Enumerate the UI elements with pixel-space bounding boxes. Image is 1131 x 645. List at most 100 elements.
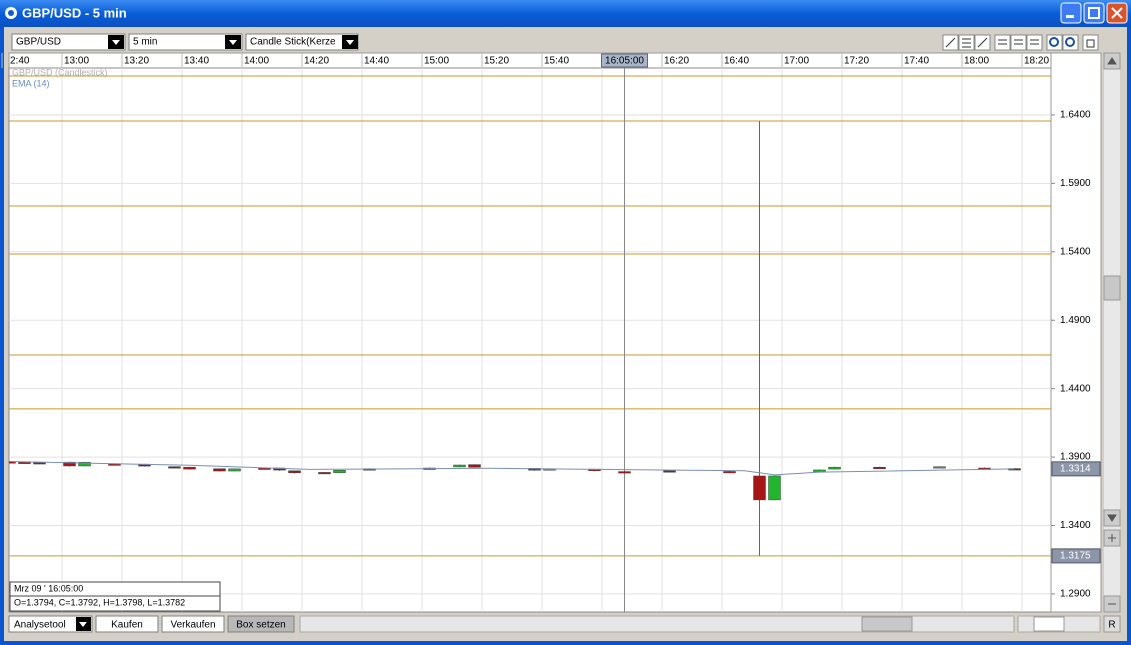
dropdown-arrow (229, 40, 237, 45)
crosshair-label: 16:05:00 (605, 56, 644, 67)
candle-body (768, 475, 781, 501)
app-icon-core (8, 10, 14, 16)
minimize-button[interactable] (1060, 2, 1082, 24)
plot-layer (9, 68, 1051, 612)
candle-body (228, 468, 241, 472)
interval-value: 5 min (133, 37, 157, 48)
plot-area (8, 67, 1052, 613)
sell-button[interactable] (161, 615, 225, 633)
ema-line (9, 460, 1015, 476)
candle-body (168, 466, 181, 469)
price-axis (1050, 52, 1102, 613)
x-tick-label: 14:00 (244, 56, 269, 67)
price-tag-label: 1.3175 (1060, 551, 1091, 562)
x-tick-label: 14:40 (364, 56, 389, 67)
dropdown-arrow (346, 40, 354, 45)
x-tick-label: 13:00 (64, 56, 89, 67)
candle-body (873, 466, 886, 469)
candle-body (663, 470, 676, 473)
sell-label: Verkaufen (170, 620, 215, 631)
tool-glyphs (945, 37, 1039, 48)
legend-entry: GBP/USD (Candlestick) (12, 67, 108, 77)
y-tick-label: 1.4900 (1060, 315, 1091, 326)
analysetool-select[interactable] (8, 615, 93, 633)
grid-tool[interactable] (1010, 34, 1027, 51)
x-tick-label: 18:00 (964, 56, 989, 67)
x-tick-label: 17:40 (904, 56, 929, 67)
candle-body (828, 466, 841, 470)
h-scroll-thumb[interactable] (861, 616, 913, 632)
time-axis (8, 52, 1052, 69)
y-tick-label: 1.5400 (1060, 246, 1091, 257)
box-label: Box setzen (236, 620, 285, 631)
x-tick-label: 2:40 (10, 56, 30, 67)
dropdown-arrow (79, 622, 87, 627)
x-tick-label: 17:20 (844, 56, 869, 67)
x-tick-label: 18:20 (1024, 56, 1049, 67)
scroll-glyphs (1107, 57, 1117, 605)
minimize-icon (1066, 15, 1074, 18)
x-tick-label: 16:40 (724, 56, 749, 67)
y-tick-label: 1.5900 (1060, 178, 1091, 189)
detach-glyph (1086, 39, 1095, 48)
legend-entry: EMA (14) (12, 78, 50, 88)
buy-button[interactable] (95, 615, 159, 633)
buy-label: Kaufen (111, 620, 143, 631)
candle-body (78, 462, 91, 467)
reset-button[interactable] (1103, 615, 1121, 633)
y-tick-label: 1.4400 (1060, 383, 1091, 394)
detach-tool[interactable] (1082, 34, 1099, 51)
close-icon (1111, 7, 1123, 19)
y-tick-label: 1.2900 (1060, 589, 1091, 600)
scroll-thumb[interactable] (1103, 275, 1121, 301)
candle-body (333, 469, 346, 473)
x-tick-label: 15:40 (544, 56, 569, 67)
candle-body (33, 462, 46, 465)
symbol-value: GBP/USD (16, 37, 61, 48)
x-tick-label: 13:20 (124, 56, 149, 67)
candle-body (723, 471, 736, 474)
analysetool-label: Analysetool (14, 620, 66, 631)
info-date: Mrz 09 ' 16:05:00 (14, 583, 83, 593)
candle-body (618, 471, 631, 474)
interval-select[interactable] (128, 33, 243, 51)
candle-body (453, 464, 466, 468)
candle-body (318, 472, 331, 475)
x-tick-label: 16:20 (664, 56, 689, 67)
info-ohlc: O=1.3794, C=1.3792, H=1.3798, L=1.3782 (14, 597, 185, 607)
dropdown-arrow (112, 40, 120, 45)
candle-body (288, 470, 301, 474)
reset-label: R (1108, 620, 1115, 631)
candle-body (183, 466, 196, 470)
candle-body (468, 464, 481, 468)
candle-body (753, 475, 766, 501)
title-bar (0, 0, 1131, 27)
style-value: Candle Stick(Kerze (250, 37, 336, 48)
horizontal-scrollbar[interactable] (299, 615, 1015, 633)
tool-icons (942, 34, 1099, 51)
candle-body (63, 461, 76, 467)
grid-tool[interactable] (994, 34, 1011, 51)
x-tick-label: 15:20 (484, 56, 509, 67)
gear (1065, 37, 1075, 47)
candle-body (933, 466, 946, 469)
grid-tool[interactable] (1026, 34, 1043, 51)
x-tick-label: 15:00 (424, 56, 449, 67)
x-tick-label: 13:40 (184, 56, 209, 67)
y-tick-label: 1.6400 (1060, 110, 1091, 121)
maximize-icon (1088, 7, 1100, 19)
gear (1049, 37, 1059, 47)
price-tag (1051, 461, 1101, 477)
candle-body (18, 461, 31, 464)
symbol-select[interactable] (11, 33, 126, 51)
x-tick-label: 17:00 (784, 56, 809, 67)
box-button[interactable] (227, 615, 295, 633)
maximize-button[interactable] (1083, 2, 1105, 24)
window-title: GBP/USD - 5 min (22, 5, 127, 20)
zoom-thumb[interactable] (1033, 616, 1065, 632)
y-tick-label: 1.3900 (1060, 452, 1091, 463)
price-tag (1051, 548, 1101, 564)
vertical-scrollbar[interactable] (1104, 53, 1120, 612)
x-tick-label: 14:20 (304, 56, 329, 67)
